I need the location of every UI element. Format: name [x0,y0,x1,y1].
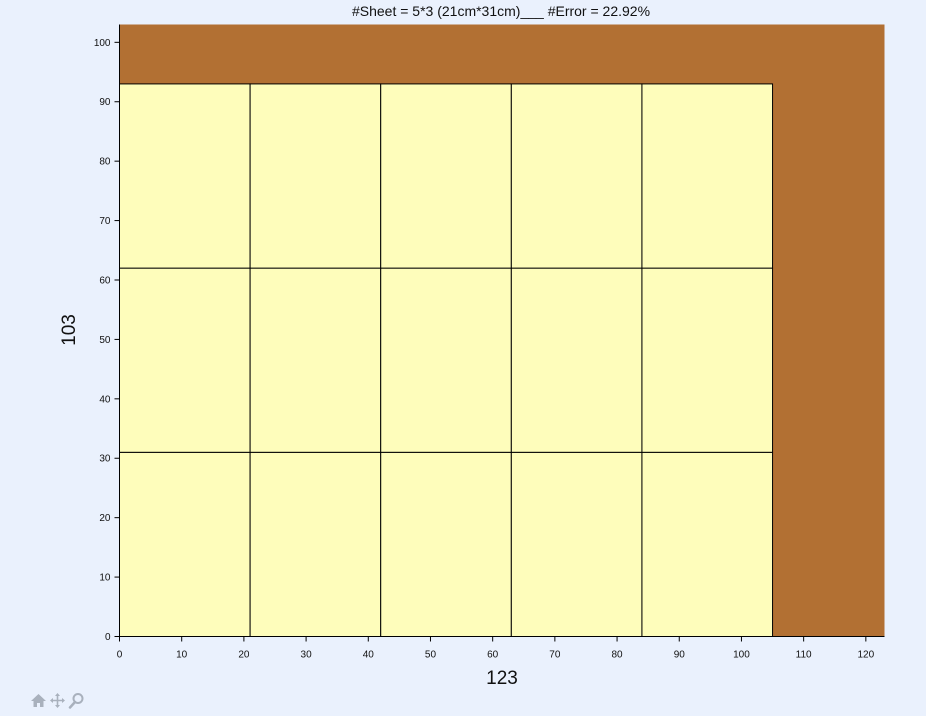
y-tick-label: 80 [99,157,111,168]
x-tick-label: 30 [301,650,313,661]
plot-area [119,24,885,637]
x-tick-label: 110 [796,650,812,661]
y-tick-label: 10 [99,573,111,584]
y-tick-label: 40 [99,394,111,405]
y-tick-label: 100 [94,38,111,49]
y-axis: 0 10 20 30 40 50 60 70 80 90 100 [94,24,120,643]
chart-title: #Sheet = 5*3 (21cm*31cm)___ #Error = 22.… [352,3,650,19]
sheet-rect [641,83,774,269]
x-tick-label: 100 [733,650,750,661]
sheet-rect [249,267,382,453]
x-tick-label: 50 [425,650,437,661]
y-axis-label: 103 [59,314,80,346]
sheet-rect [249,83,382,269]
home-icon[interactable] [30,692,47,709]
sheet-rect [119,451,251,637]
y-tick-label: 0 [105,632,111,643]
sheet-rect [249,451,382,637]
sheet-rect [510,267,643,453]
x-tick-label: 60 [487,650,499,661]
sheet-rect [119,267,251,453]
pan-icon[interactable] [49,692,66,709]
x-tick-label: 20 [238,650,250,661]
x-tick-label: 10 [176,650,188,661]
zoom-icon[interactable] [68,692,85,709]
x-tick-label: 70 [549,650,561,661]
sheet-rect [380,451,512,637]
x-tick-label: 80 [611,650,623,661]
sheet-rect [641,451,774,637]
sheet-rect [510,451,643,637]
x-axis: 0 10 20 30 40 50 60 70 80 90 100 110 120 [117,636,885,661]
y-tick-label: 70 [99,216,111,227]
x-tick-label: 40 [363,650,375,661]
y-tick-label: 20 [99,513,111,524]
x-tick-label: 0 [117,650,123,661]
y-tick-label: 60 [99,275,111,286]
sheet-rect [510,83,643,269]
y-tick-label: 50 [99,335,111,346]
y-tick-label: 30 [99,454,111,465]
sheet-rect [119,83,251,269]
x-tick-label: 120 [857,650,874,661]
x-tick-label: 90 [674,650,686,661]
sheet-rect [641,267,774,453]
x-axis-label: 123 [486,668,518,689]
y-tick-label: 90 [99,97,111,108]
plot-toolbar [30,692,85,709]
sheet-rect [380,267,512,453]
sheet-rect [380,83,512,269]
